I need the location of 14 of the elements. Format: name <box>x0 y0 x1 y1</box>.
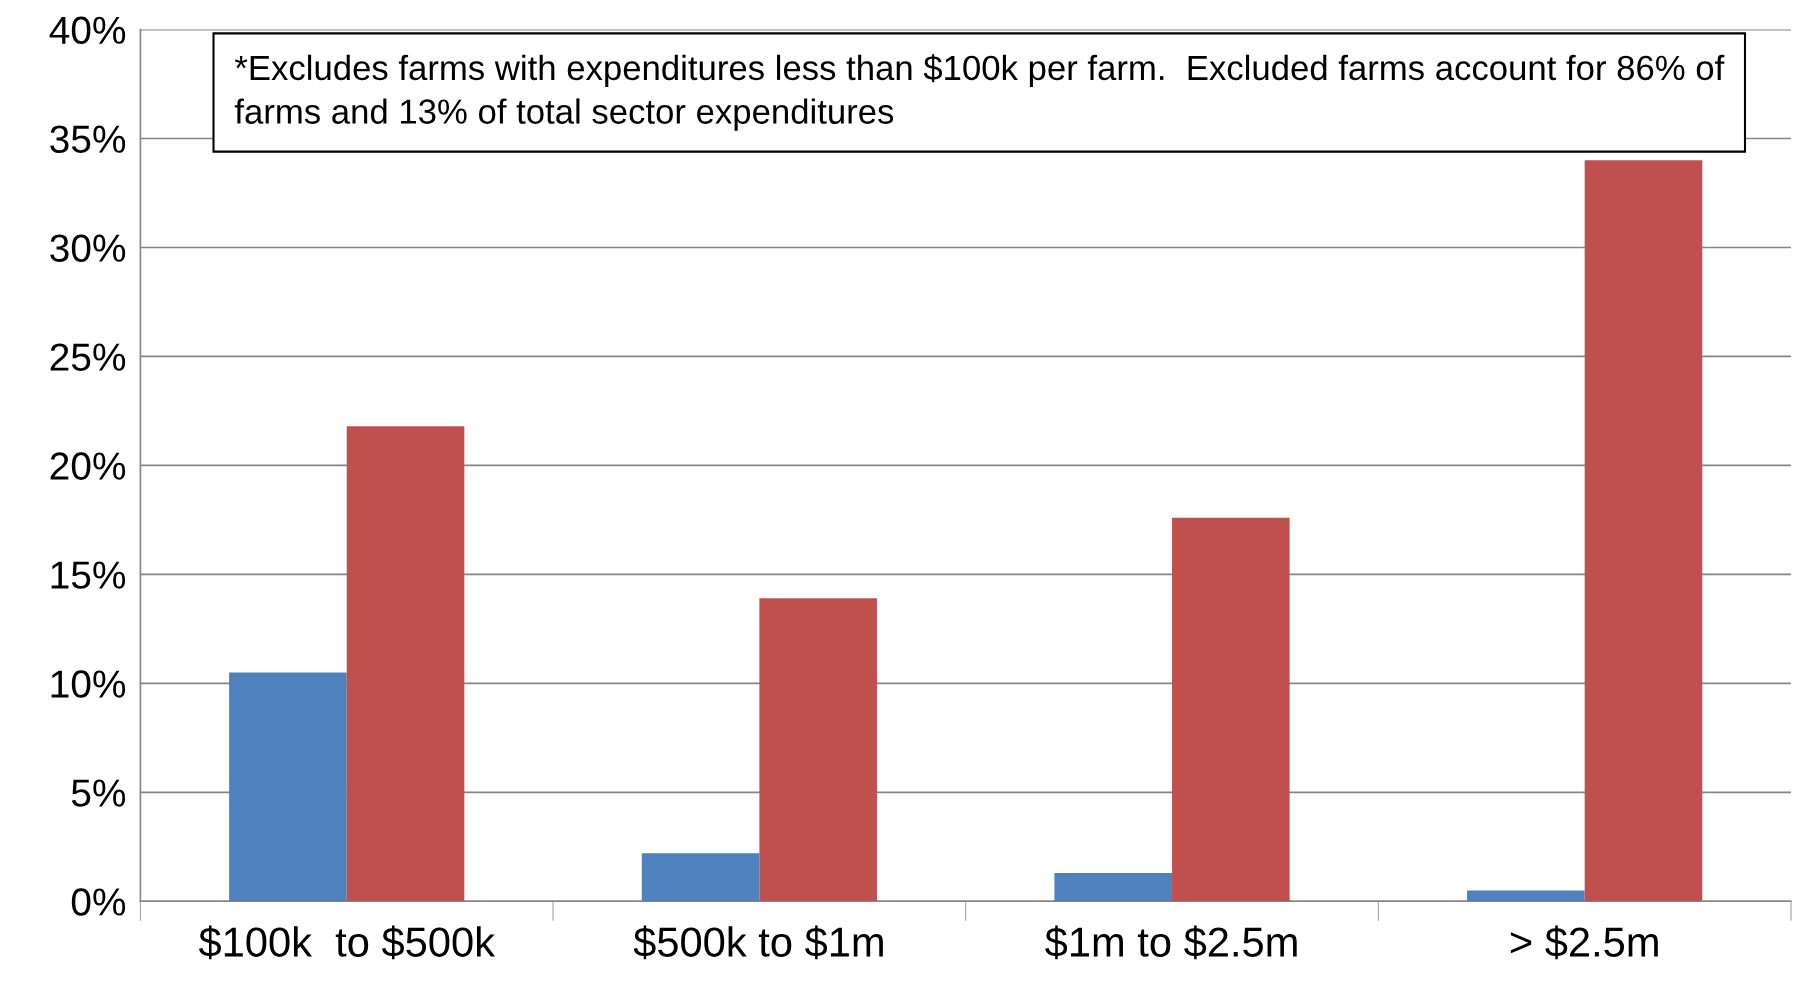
x-tick-label: > $2.5m <box>1510 925 1658 960</box>
y-tick-label: 40% <box>49 16 126 45</box>
y-tick-label: 5% <box>71 779 126 807</box>
y-tick-label: 10% <box>51 670 126 698</box>
x-tick-label: $500k to $1m <box>633 925 883 960</box>
y-tick-label: 30% <box>50 234 126 262</box>
y-tick-label: 25% <box>50 343 126 371</box>
x-tick-label: $100k to $500k <box>198 925 496 960</box>
y-tick-label: 20% <box>50 452 126 480</box>
y-tick-label: 15% <box>51 561 126 589</box>
y-tick-label: 35% <box>50 125 126 153</box>
annotation: *Excludes farms with expenditures less than $100k per farm. Excluded farms account for 86% of farms and 13% of total sector expenditures <box>234 54 1725 131</box>
x-tick-label: $1m to $2.5m <box>1045 925 1297 960</box>
y-tick-label: 0% <box>71 888 126 916</box>
